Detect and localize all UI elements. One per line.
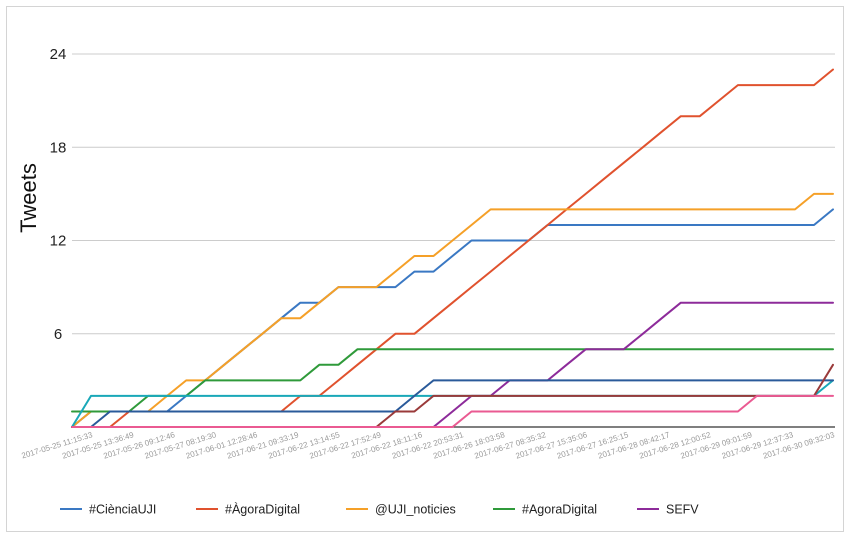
y-tick-label: 12 (50, 233, 67, 250)
y-tick-label: 24 (50, 46, 67, 63)
legend-label: #ÀgoraDigital (225, 502, 300, 517)
legend: #CiènciaUJI #ÀgoraDigital @UJI_noticies #Ag… (60, 502, 699, 517)
legend-item: #AgoraDigital (493, 503, 597, 517)
chart-frame (6, 6, 844, 532)
series-line-s8 (71, 394, 834, 428)
legend-item: #CiènciaUJI (60, 503, 156, 517)
series-line-cinciauji (71, 208, 834, 428)
y-axis-ticks: 6 12 18 24 (50, 46, 67, 343)
y-axis-label: Tweets (16, 163, 41, 233)
series-layer (71, 68, 834, 428)
series-line-ujinoticies (71, 192, 834, 428)
legend-label: @UJI_noticies (375, 503, 456, 517)
series-line-s5 (71, 379, 834, 428)
legend-item: #ÀgoraDigital (196, 502, 300, 517)
y-tick-label: 18 (50, 139, 67, 156)
series-line-sefv (71, 301, 834, 428)
series-line-s6 (71, 379, 834, 428)
series-line-goradigital (71, 68, 834, 428)
legend-label: #AgoraDigital (522, 503, 597, 517)
y-tick-label: 6 (54, 326, 62, 343)
legend-label: SEFV (666, 503, 699, 517)
series-line-agoradigital (71, 348, 834, 413)
legend-item: @UJI_noticies (346, 503, 456, 517)
legend-label: #CiènciaUJI (89, 503, 156, 517)
legend-item: SEFV (637, 503, 699, 517)
